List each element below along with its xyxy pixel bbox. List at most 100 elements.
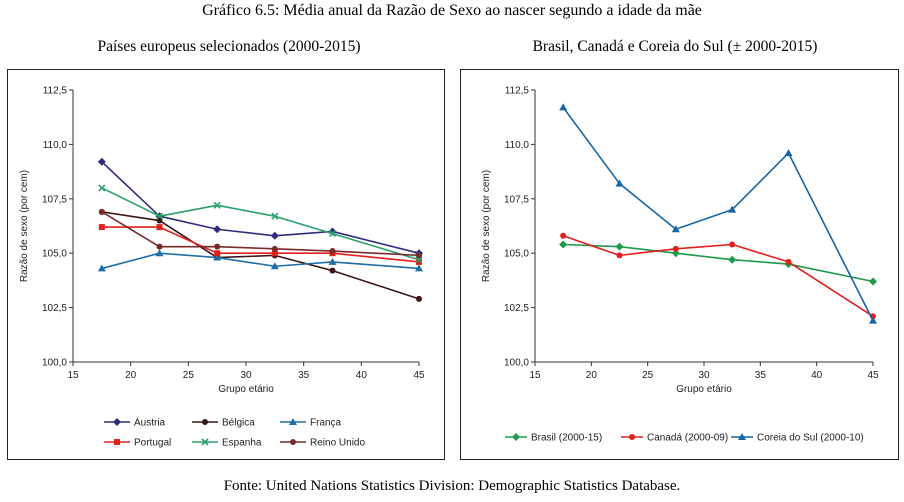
right-y-tick-label: 112,5 bbox=[505, 86, 530, 97]
left-series-belgica-line bbox=[101, 211, 420, 300]
right-y-axis-label: Razão de sexo (por cem) bbox=[481, 170, 492, 282]
left-series-reino-unido-point bbox=[271, 245, 278, 252]
right-series-canada-2000-09-point bbox=[616, 252, 623, 259]
right-legend-coreia-do-sul-2000-10-label: Coreia do Sul (2000-10) bbox=[757, 433, 864, 444]
left-legend-franca-marker bbox=[289, 418, 297, 425]
right-x-tick-label: 25 bbox=[642, 370, 654, 381]
chart-panel-left: 100,0 102,5 105,0 107,5 110,0 112,5 15 20 25 30 35… bbox=[7, 69, 445, 460]
left-series-belgica-point bbox=[156, 217, 163, 224]
right-x-tick-label: 15 bbox=[529, 370, 541, 381]
left-x-tick-label: 35 bbox=[298, 370, 310, 381]
left-series-espanha-line bbox=[101, 187, 420, 261]
left-series-espanha-point bbox=[328, 230, 337, 238]
left-legend-espanha-label: Espanha bbox=[222, 438, 262, 449]
left-y-tick-label: 100,0 bbox=[42, 358, 67, 369]
left-series-reino-unido-point bbox=[156, 243, 163, 250]
left-x-tick-label: 30 bbox=[240, 370, 252, 381]
right-series-coreia-do-sul-2000-10-point bbox=[559, 103, 568, 111]
right-x-tick-label: 40 bbox=[811, 370, 823, 381]
left-series-austria-point bbox=[97, 157, 106, 166]
left-series-portugal-point bbox=[98, 224, 105, 231]
chart-title-right: Brasil, Canadá e Coreia do Sul (± 2000-2… bbox=[532, 38, 818, 55]
left-legend-portugal-marker bbox=[114, 439, 120, 445]
right-y-tick-label: 105,0 bbox=[504, 249, 529, 260]
left-series-reino-unido-line bbox=[101, 211, 420, 257]
chart-title-left: Países europeus selecionados (2000-2015) bbox=[97, 38, 361, 55]
right-series-brasil-2000-15-point bbox=[671, 249, 680, 258]
left-series-belgica-point bbox=[416, 295, 422, 302]
left-x-tick-label: 15 bbox=[67, 370, 79, 381]
left-legend-belgica-label: Bélgica bbox=[222, 418, 255, 429]
left-y-tick-label: 107,5 bbox=[42, 194, 67, 205]
right-x-tick-label: 45 bbox=[867, 370, 879, 381]
right-x-axis-label: Grupo etário bbox=[676, 384, 732, 395]
right-series-coreia-do-sul-2000-10-point bbox=[869, 316, 877, 324]
left-series-franca-point bbox=[213, 253, 222, 261]
figure-title: Gráfico 6.5: Média anual da Razão de Sex… bbox=[202, 2, 702, 19]
right-series-coreia-do-sul-2000-10-point bbox=[671, 225, 680, 233]
chart-left: 100,0 102,5 105,0 107,5 110,0 112,5 15 20 25 30 35… bbox=[19, 86, 425, 449]
right-series-brasil-2000-15-line bbox=[563, 243, 874, 283]
left-legend-austria-marker bbox=[113, 418, 121, 426]
right-legend-canada-2000-09-label: Canadá (2000-09) bbox=[647, 433, 728, 444]
right-series-coreia-do-sul-2000-10-point bbox=[615, 179, 624, 187]
right-series-brasil-2000-15-point bbox=[615, 242, 624, 251]
left-series-franca-point bbox=[97, 264, 106, 272]
left-series-franca-point bbox=[155, 249, 164, 257]
left-legend-reino-unido-marker bbox=[290, 439, 296, 445]
chart-panel-right: 100,0 102,5 105,0 107,5 110,0 112,5 15 20 25 30 35… bbox=[460, 69, 899, 460]
left-y-tick-label: 102,5 bbox=[42, 303, 67, 314]
right-y-tick-label: 107,5 bbox=[504, 194, 529, 205]
left-series-reino-unido-point bbox=[98, 208, 105, 215]
right-series-coreia-do-sul-2000-10-point bbox=[784, 149, 793, 157]
left-x-axis-label: Grupo etário bbox=[218, 384, 274, 395]
left-series-portugal-point bbox=[271, 250, 278, 257]
left-legend-belgica-marker bbox=[202, 419, 208, 425]
right-y-tick-label: 110,0 bbox=[505, 140, 530, 151]
left-legend-portugal-label: Portugal bbox=[134, 438, 171, 449]
source-note: Fonte: United Nations Statistics Divisio… bbox=[223, 478, 681, 494]
left-y-tick-label: 110,0 bbox=[43, 140, 68, 151]
left-legend-franca-label: França bbox=[310, 418, 342, 429]
left-series-austria-point bbox=[213, 225, 222, 234]
left-series-portugal-point bbox=[156, 224, 163, 231]
right-series-canada-2000-09-point bbox=[729, 241, 736, 248]
left-x-tick-label: 45 bbox=[413, 370, 425, 381]
right-legend-brasil-2000-15-marker bbox=[512, 433, 520, 441]
left-x-tick-label: 20 bbox=[125, 370, 137, 381]
right-series-brasil-2000-15-point bbox=[559, 240, 568, 249]
right-legend-brasil-2000-15-label: Brasil (2000-15) bbox=[531, 433, 602, 444]
left-series-franca-point bbox=[328, 257, 337, 265]
left-y-tick-label: 112,5 bbox=[43, 86, 68, 97]
left-legend-austria-label: Áustria bbox=[134, 416, 166, 429]
right-series-coreia-do-sul-2000-10-point bbox=[728, 205, 737, 213]
left-series-franca-point bbox=[415, 264, 423, 272]
left-series-portugal-point bbox=[416, 258, 422, 265]
left-series-portugal-line bbox=[101, 226, 420, 263]
left-series-franca-point bbox=[270, 262, 279, 270]
right-legend-canada-2000-09-marker bbox=[629, 434, 635, 440]
right-x-tick-label: 30 bbox=[698, 370, 710, 381]
right-series-canada-2000-09-point bbox=[785, 258, 792, 265]
right-series-canada-2000-09-point bbox=[560, 232, 567, 239]
left-series-espanha-point bbox=[415, 256, 423, 264]
left-series-reino-unido-point bbox=[416, 252, 422, 259]
left-series-espanha-point bbox=[155, 212, 164, 220]
left-series-franca-line bbox=[101, 252, 420, 270]
left-x-tick-label: 40 bbox=[356, 370, 368, 381]
left-series-espanha-point bbox=[213, 201, 221, 209]
left-series-austria-point bbox=[270, 231, 279, 240]
left-series-portugal-point bbox=[214, 250, 221, 257]
right-y-tick-label: 100,0 bbox=[504, 358, 529, 369]
left-y-tick-label: 105,0 bbox=[42, 249, 67, 260]
right-series-brasil-2000-15-point bbox=[869, 277, 877, 286]
right-y-tick-label: 102,5 bbox=[504, 303, 529, 314]
left-series-austria-line bbox=[101, 161, 420, 254]
left-series-espanha-point bbox=[271, 212, 279, 220]
right-series-canada-2000-09-line bbox=[562, 235, 874, 317]
right-series-coreia-do-sul-2000-10-line bbox=[562, 106, 874, 322]
left-series-belgica-point bbox=[329, 267, 336, 274]
left-x-tick-label: 25 bbox=[183, 370, 195, 381]
right-legend-coreia-do-sul-2000-10-marker bbox=[738, 433, 746, 440]
right-series-brasil-2000-15-point bbox=[728, 255, 737, 264]
